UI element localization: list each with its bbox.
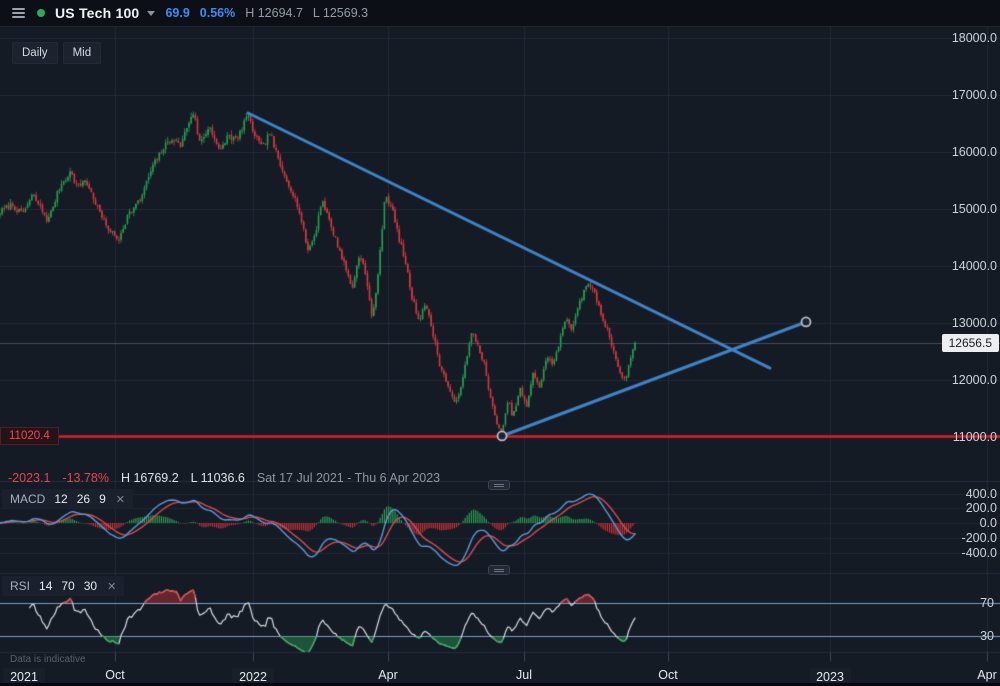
macd-axis-label: -200.0 xyxy=(961,530,997,545)
range-dates: Sat 17 Jul 2021 - Thu 6 Apr 2023 xyxy=(256,471,441,485)
rsi-overbought-param: 70 xyxy=(61,579,75,593)
price-axis-label: 14000.0 xyxy=(951,259,997,273)
range-high: H 16769.2 xyxy=(120,471,179,485)
session-high: H 12694.7 xyxy=(245,6,303,20)
last-price-tag: 12656.5 xyxy=(941,334,999,352)
range-change-pct: -13.78% xyxy=(62,471,109,485)
data-indicative-note: Data is indicative xyxy=(10,654,86,665)
macd-axis-label: 0.0 xyxy=(979,516,997,530)
instrument-title[interactable]: US Tech 100 xyxy=(55,5,140,21)
market-open-dot-icon xyxy=(37,9,45,17)
bottom-edge xyxy=(0,683,1000,686)
macd-slow-param: 26 xyxy=(76,492,91,506)
rsi-period-param: 14 xyxy=(39,579,53,593)
support-level-label[interactable]: 11020.4 xyxy=(0,427,59,445)
rsi-oversold-param: 30 xyxy=(83,579,98,593)
price-axis-label: 18000.0 xyxy=(951,31,997,45)
session-change: 69.9 xyxy=(165,6,190,20)
macd-label: MACD xyxy=(10,492,46,506)
price-chart-canvas[interactable] xyxy=(0,27,1000,686)
time-axis-label: Oct xyxy=(105,668,125,682)
time-axis-label: 2022 xyxy=(232,668,274,686)
time-axis-label: 2021 xyxy=(3,668,45,686)
rsi-label: RSI xyxy=(10,579,31,593)
macd-axis-label: -400.0 xyxy=(961,545,997,560)
time-axis-label: Jul xyxy=(516,668,532,682)
macd-close-icon[interactable]: ✕ xyxy=(115,493,125,506)
price-axis-label: 13000.0 xyxy=(951,316,997,330)
time-axis-label: 2023 xyxy=(809,668,851,686)
time-axis-label: Apr xyxy=(378,668,398,682)
rsi-indicator-legend[interactable]: RSI 14 70 30 ✕ xyxy=(2,576,125,596)
macd-indicator-legend[interactable]: MACD 12 26 9 ✕ xyxy=(2,489,133,509)
macd-fast-param: 12 xyxy=(54,492,68,506)
time-axis-label: Apr xyxy=(977,668,997,682)
price-axis-label: 12000.0 xyxy=(951,373,997,387)
macd-signal-param: 9 xyxy=(99,492,106,506)
interval-button[interactable]: Daily xyxy=(12,42,58,64)
price-type-button[interactable]: Mid xyxy=(62,42,102,64)
chart-header: US Tech 100 69.9 0.56% H 12694.7 L 12569… xyxy=(0,0,1000,27)
pane-resize-handle-rsi[interactable] xyxy=(488,565,510,575)
chevron-down-icon[interactable] xyxy=(147,10,156,16)
session-low: L 12569.3 xyxy=(312,6,369,20)
price-axis-label: 15000.0 xyxy=(951,202,997,216)
price-axis-label: 17000.0 xyxy=(951,88,997,102)
session-change-pct: 0.56% xyxy=(199,6,236,20)
range-stats-bar: -2023.1 -13.78% H 16769.2 L 11036.6 Sat … xyxy=(8,471,440,485)
rsi-axis-label: 70 xyxy=(980,596,994,610)
macd-axis-label: 400.0 xyxy=(965,486,997,501)
range-low: L 11036.6 xyxy=(190,471,245,485)
macd-axis-label: 200.0 xyxy=(965,501,997,516)
price-axis-label: 16000.0 xyxy=(951,145,997,159)
rsi-axis-label: 30 xyxy=(980,629,994,643)
pane-resize-handle-macd[interactable] xyxy=(488,480,510,490)
range-change: -2023.1 xyxy=(8,471,51,485)
menu-icon[interactable] xyxy=(10,6,27,20)
chart-toolbar: Daily Mid xyxy=(12,42,102,64)
price-axis-label: 11000.0 xyxy=(952,430,997,444)
rsi-close-icon[interactable]: ✕ xyxy=(107,580,117,593)
time-axis-label: Oct xyxy=(658,668,678,682)
